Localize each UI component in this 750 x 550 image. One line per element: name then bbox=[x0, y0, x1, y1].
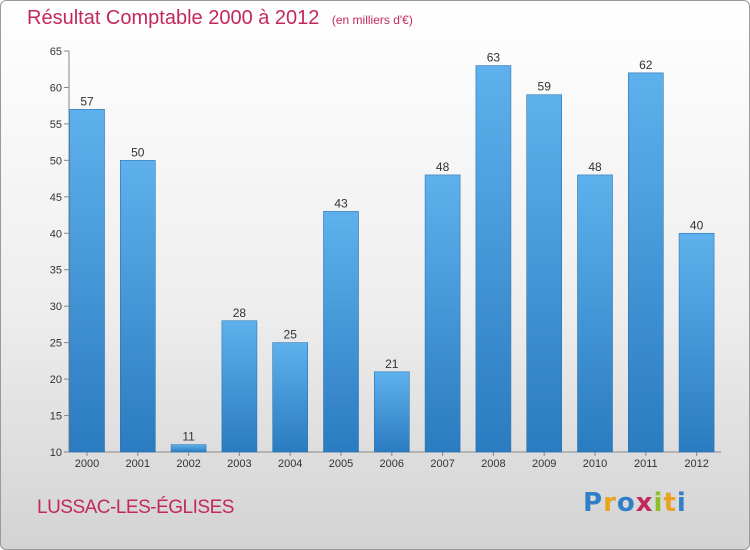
x-tick-label-2007: 2007 bbox=[430, 458, 454, 470]
logo-letter: x bbox=[635, 488, 654, 518]
bar-2012 bbox=[678, 232, 715, 453]
y-axis: 10 15 20 25 30 35 40 45 50 55 60 65 bbox=[50, 46, 70, 459]
value-label-2006: 21 bbox=[385, 357, 399, 371]
bar-2007 bbox=[424, 174, 461, 453]
logo-letter: i bbox=[676, 488, 687, 518]
value-label-2004: 25 bbox=[284, 328, 298, 342]
value-label-2011: 62 bbox=[639, 58, 653, 72]
y-tick-label: 60 bbox=[50, 82, 62, 94]
value-label-2007: 48 bbox=[436, 160, 450, 174]
logo-letter: i bbox=[653, 488, 664, 518]
y-tick-label: 30 bbox=[50, 301, 62, 313]
value-label-2001: 50 bbox=[131, 145, 145, 159]
x-tick-label-2008: 2008 bbox=[481, 458, 505, 470]
commune-name: LUSSAC-LES-ÉGLISES bbox=[37, 497, 234, 518]
bar-2006 bbox=[373, 371, 410, 453]
x-tick-label-2010: 2010 bbox=[583, 458, 607, 470]
bar-2010 bbox=[577, 174, 613, 453]
bar-2004 bbox=[272, 342, 309, 453]
x-tick-label-2011: 2011 bbox=[634, 458, 658, 470]
title-main: Résultat Comptable 2000 à 2012 bbox=[27, 7, 320, 29]
logo-letter: t bbox=[663, 488, 677, 518]
x-tick-label-2000: 2000 bbox=[75, 458, 99, 470]
y-tick-label: 65 bbox=[50, 46, 62, 58]
x-tick-label-2001: 2001 bbox=[126, 458, 150, 470]
value-label-2000: 57 bbox=[80, 94, 94, 108]
y-tick-label: 25 bbox=[50, 338, 62, 350]
x-tick-label-2002: 2002 bbox=[176, 458, 200, 470]
x-tick-label-2003: 2003 bbox=[227, 458, 251, 470]
x-axis: 2000 2001 2002 2003 2004 2005 2006 2007 2008 2009… bbox=[69, 451, 721, 470]
x-tick-label-2012: 2012 bbox=[684, 458, 708, 470]
y-tick-label: 50 bbox=[50, 155, 62, 167]
y-tick-label: 45 bbox=[50, 192, 62, 204]
bar-2002 bbox=[170, 444, 207, 453]
x-tick-label-2004: 2004 bbox=[278, 458, 302, 470]
value-label-2012: 40 bbox=[690, 218, 704, 232]
logo-letter: P bbox=[583, 488, 604, 518]
logo-letter: r bbox=[603, 488, 617, 518]
y-tick-label: 40 bbox=[50, 228, 62, 240]
value-label-2003: 28 bbox=[233, 306, 247, 320]
y-tick-label: 15 bbox=[50, 411, 62, 423]
y-tick-label: 55 bbox=[50, 119, 62, 131]
bars bbox=[69, 65, 715, 453]
y-tick-label: 10 bbox=[50, 447, 62, 459]
value-label-2009: 59 bbox=[538, 80, 552, 94]
x-tick-label-2005: 2005 bbox=[329, 458, 353, 470]
bar-2008 bbox=[475, 65, 512, 453]
y-tick-label: 20 bbox=[50, 374, 62, 386]
x-tick-label-2009: 2009 bbox=[532, 458, 556, 470]
logo-letter: o bbox=[616, 488, 636, 518]
bar-2005 bbox=[323, 211, 359, 453]
value-label-2005: 43 bbox=[334, 196, 348, 210]
bar-2003 bbox=[221, 320, 258, 453]
title-unit: (en milliers d'€) bbox=[331, 13, 413, 27]
y-tick-label: 35 bbox=[50, 265, 62, 277]
proxiti-logo[interactable]: Proxiti bbox=[583, 488, 687, 518]
value-labels: 57 50 11 28 25 43 21 48 63 59 48 62 40 bbox=[80, 51, 703, 444]
bar-2009 bbox=[526, 94, 563, 453]
value-label-2002: 11 bbox=[182, 430, 195, 444]
value-label-2010: 48 bbox=[588, 160, 602, 174]
x-tick-label-2006: 2006 bbox=[380, 458, 404, 470]
bar-2000 bbox=[69, 109, 105, 453]
bar-2011 bbox=[627, 72, 664, 453]
bar-2001 bbox=[120, 160, 156, 453]
value-label-2008: 63 bbox=[487, 51, 501, 65]
chart-title: Résultat Comptable 2000 à 2012 (en milli… bbox=[27, 7, 413, 30]
